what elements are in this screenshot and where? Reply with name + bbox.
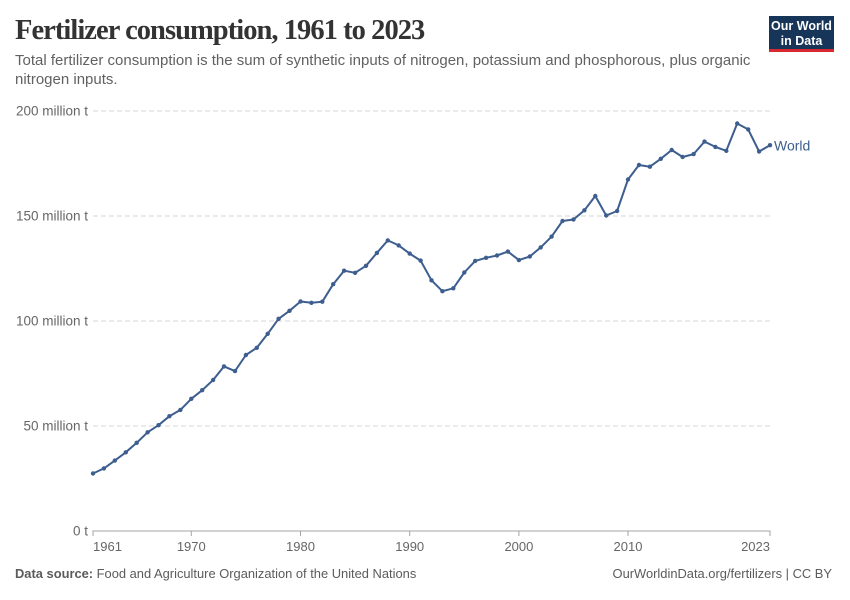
svg-text:1990: 1990 [395, 539, 424, 554]
svg-text:1970: 1970 [177, 539, 206, 554]
svg-text:1961: 1961 [93, 539, 122, 554]
svg-text:2000: 2000 [504, 539, 533, 554]
svg-text:50 million t: 50 million t [23, 419, 88, 434]
svg-text:2023: 2023 [741, 539, 770, 554]
svg-text:2010: 2010 [614, 539, 643, 554]
svg-text:200 million t: 200 million t [16, 104, 88, 119]
svg-text:100 million t: 100 million t [16, 314, 88, 329]
svg-text:1980: 1980 [286, 539, 315, 554]
svg-text:0 t: 0 t [73, 524, 88, 539]
svg-text:150 million t: 150 million t [16, 209, 88, 224]
svg-text:World: World [774, 138, 810, 154]
